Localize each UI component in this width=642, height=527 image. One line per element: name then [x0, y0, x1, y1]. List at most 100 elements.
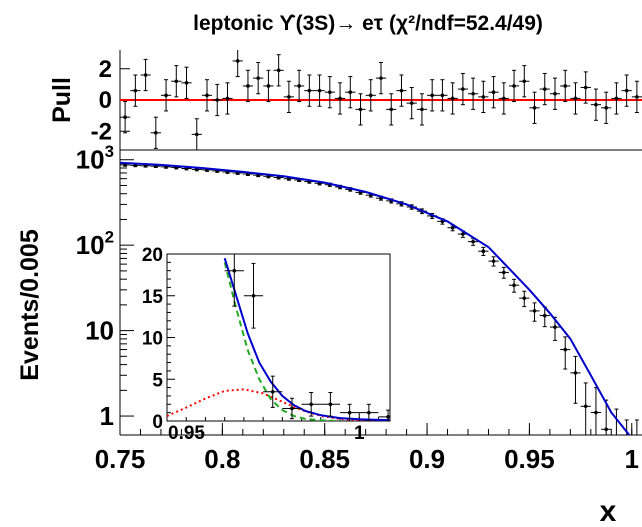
inset-y-tick-label: 20 [142, 245, 163, 266]
main-x-tick-label: 0.75 [95, 444, 146, 474]
inset-point [347, 410, 352, 415]
pull-point [205, 93, 209, 98]
x-axis-label: x [600, 495, 617, 527]
pull-point [594, 102, 598, 107]
main-y-tick-label: 1 [100, 401, 114, 431]
inset-point [328, 402, 333, 407]
pull-point [246, 84, 250, 88]
inset-point [290, 406, 294, 411]
pull-point [522, 79, 527, 84]
main-point [481, 249, 486, 254]
inset-point [232, 268, 237, 273]
inset-y-tick-label: 5 [152, 370, 163, 391]
pull-point [399, 88, 404, 93]
pull-point [624, 88, 629, 93]
pull-point [194, 132, 199, 137]
main-point [542, 313, 547, 318]
pull-point [389, 107, 394, 112]
main-point [502, 270, 506, 275]
main-point [522, 296, 527, 300]
pull-point [532, 106, 537, 110]
pull-point [409, 101, 414, 105]
main-point [553, 325, 557, 329]
inset-frame [166, 253, 391, 422]
main-x-tick-label: 0.85 [299, 444, 350, 474]
main-x-tick-label: 0.8 [204, 444, 240, 474]
pull-point [491, 90, 496, 94]
main-y-tick-label: 103 [76, 142, 114, 175]
pull-point [440, 93, 445, 98]
pull-point [420, 107, 424, 112]
main-point [604, 427, 608, 432]
inset-point [251, 293, 256, 298]
pull-point [123, 115, 127, 119]
pull-point [358, 107, 363, 112]
pull-point [614, 96, 619, 101]
pull-point [154, 131, 158, 135]
main-point [615, 440, 619, 444]
main-y-tick-label: 102 [76, 227, 114, 260]
pull-y-tick-label: 0 [99, 87, 112, 114]
inset-y-tick-label: 0 [152, 412, 163, 433]
main-point [461, 232, 465, 236]
main-point [563, 347, 568, 352]
pull-point [287, 95, 291, 99]
main-point [594, 410, 598, 415]
inset-total-curve [223, 257, 390, 421]
pull-point [481, 95, 486, 99]
pull-point [317, 88, 322, 93]
inset-point [270, 389, 275, 394]
main-x-tick-label: 0.9 [409, 444, 445, 474]
main-point [471, 239, 475, 244]
inset-x-tick-label: 1 [354, 423, 365, 444]
pull-point [635, 95, 639, 99]
main-fit-curve [120, 161, 631, 435]
chart-title: leptonic ϒ(3S)→ eτ (χ²/ndf=52.4/49) [193, 12, 543, 35]
pull-point [297, 84, 301, 88]
pull-point [553, 91, 557, 96]
main-point [573, 371, 578, 375]
pull-point [225, 96, 230, 101]
pull-points [120, 50, 642, 150]
pull-point [328, 90, 332, 94]
inset-x-tick-label: 0.95 [168, 423, 205, 444]
pull-point [573, 96, 578, 101]
pull-point [583, 85, 588, 90]
pull-point [143, 73, 148, 77]
pull-point [502, 96, 506, 101]
pull-point [348, 90, 353, 94]
pull-point [563, 84, 568, 88]
inset-point [386, 415, 390, 419]
inset-point [309, 402, 313, 407]
pull-point [542, 87, 547, 91]
main-x-tick-label: 1 [625, 444, 639, 474]
inset-y-tick-label: 15 [142, 287, 164, 308]
inset-background-curve [223, 262, 341, 421]
pull-point [266, 84, 271, 88]
pull-point [471, 91, 475, 96]
inset-y-tick-label: 10 [142, 329, 163, 350]
main-point [491, 259, 496, 263]
pull-point [379, 76, 383, 80]
pull-point [430, 93, 434, 98]
pull-point [512, 84, 516, 88]
main-point [583, 404, 588, 409]
pull-point [256, 76, 260, 80]
pull-point [307, 88, 312, 93]
pull-point [215, 98, 220, 102]
main-point [450, 225, 455, 230]
pull-point [174, 79, 179, 84]
pull-point [276, 68, 281, 73]
main-point [532, 309, 537, 313]
pull-point [235, 59, 240, 63]
main-y-axis-label: Events/0.005 [16, 229, 44, 381]
pull-y-axis-label: Pull [48, 77, 76, 123]
main-x-tick-label: 0.95 [504, 444, 555, 474]
pull-point [133, 88, 138, 93]
pull-y-tick-label: -2 [91, 118, 112, 145]
pull-point [604, 106, 608, 110]
pull-point [461, 87, 465, 91]
pull-point [164, 93, 168, 98]
